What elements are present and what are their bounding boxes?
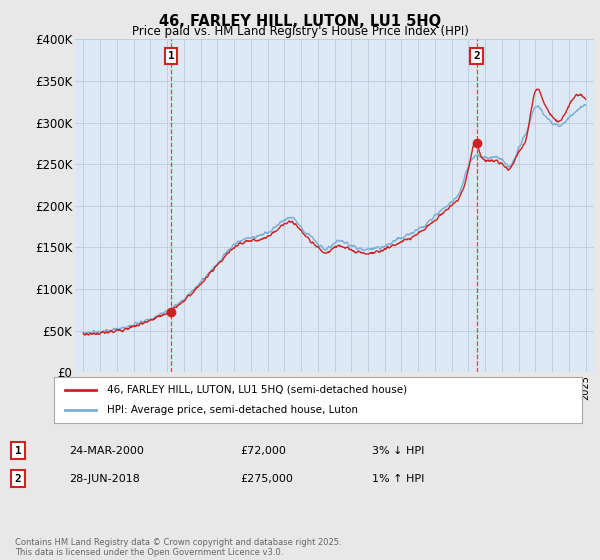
Text: 24-MAR-2000: 24-MAR-2000 [69, 446, 144, 456]
Text: £72,000: £72,000 [240, 446, 286, 456]
Text: 28-JUN-2018: 28-JUN-2018 [69, 474, 140, 484]
Text: 2: 2 [14, 474, 22, 484]
Text: 1: 1 [167, 51, 175, 61]
Text: 46, FARLEY HILL, LUTON, LU1 5HQ: 46, FARLEY HILL, LUTON, LU1 5HQ [159, 14, 441, 29]
Text: 1% ↑ HPI: 1% ↑ HPI [372, 474, 424, 484]
Text: £275,000: £275,000 [240, 474, 293, 484]
Text: 1: 1 [14, 446, 22, 456]
Text: HPI: Average price, semi-detached house, Luton: HPI: Average price, semi-detached house,… [107, 405, 358, 415]
Text: 2: 2 [473, 51, 480, 61]
Text: Price paid vs. HM Land Registry's House Price Index (HPI): Price paid vs. HM Land Registry's House … [131, 25, 469, 38]
Text: Contains HM Land Registry data © Crown copyright and database right 2025.
This d: Contains HM Land Registry data © Crown c… [15, 538, 341, 557]
Text: 3% ↓ HPI: 3% ↓ HPI [372, 446, 424, 456]
Text: 46, FARLEY HILL, LUTON, LU1 5HQ (semi-detached house): 46, FARLEY HILL, LUTON, LU1 5HQ (semi-de… [107, 385, 407, 395]
